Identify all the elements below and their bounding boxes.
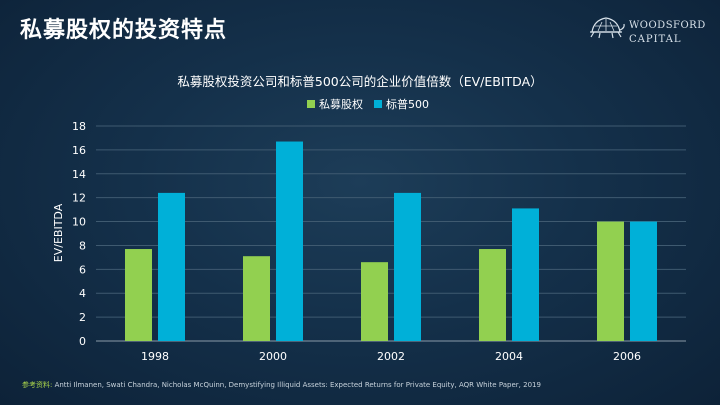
y-tick-label: 18 <box>72 120 86 133</box>
y-tick-label: 12 <box>72 192 86 205</box>
gridlines <box>96 125 686 342</box>
logo-text-line2: CAPITAL <box>629 34 682 45</box>
x-tick-label: 2006 <box>613 350 641 363</box>
company-logo: WOODSFORD CAPITAL <box>586 10 706 50</box>
legend-swatch-sp500 <box>374 100 382 108</box>
chart-title: 私募股权投资公司和标普500公司的企业价值倍数（EV/EBITDA） <box>177 74 542 89</box>
bar-sp500-2006 <box>630 221 657 341</box>
legend-label-sp500: 标普500 <box>386 97 429 111</box>
x-tick-label: 2000 <box>259 350 287 363</box>
bar-private-equity-2006 <box>597 221 624 341</box>
y-tick-label: 10 <box>72 216 86 229</box>
bar-private-equity-2004 <box>479 249 506 341</box>
y-axis-label: EV/EBITDA <box>52 203 65 262</box>
source-citation: 参考资料: Antti Ilmanen, Swati Chandra, Nich… <box>22 380 541 390</box>
legend-label-private-equity: 私募股权 <box>319 98 363 111</box>
legend: 私募股权 标普500 <box>307 97 429 111</box>
y-tick-label: 16 <box>72 144 86 157</box>
axis-labels: 0 2 4 6 8 10 12 14 16 18 1998 2000 2002 2004 2006 <box>72 120 641 363</box>
x-tick-label: 2004 <box>495 350 523 363</box>
legend-swatch-private-equity <box>307 100 315 108</box>
y-tick-label: 4 <box>79 287 86 300</box>
bar-sp500-2002 <box>394 192 421 341</box>
source-text: Antti Ilmanen, Swati Chandra, Nicholas M… <box>52 381 541 389</box>
bar-private-equity-2002 <box>361 262 388 341</box>
y-tick-label: 8 <box>79 239 86 252</box>
bar-sp500-2000 <box>276 141 303 341</box>
y-tick-label: 14 <box>72 168 86 181</box>
logo-text-line1: WOODSFORD <box>629 20 706 31</box>
bar-sp500-2004 <box>512 208 539 341</box>
slide-title: 私募股权的投资特点 <box>20 18 228 43</box>
bar-private-equity-1998 <box>125 249 152 341</box>
x-tick-label: 1998 <box>141 350 169 363</box>
y-tick-label: 0 <box>79 335 86 348</box>
bar-sp500-1998 <box>158 192 185 341</box>
turtle-logo-icon <box>590 17 625 39</box>
x-tick-label: 2002 <box>377 350 405 363</box>
source-label: 参考资料: <box>22 381 53 389</box>
y-tick-label: 6 <box>79 263 86 276</box>
y-tick-label: 2 <box>79 311 86 324</box>
bars <box>125 141 657 341</box>
bar-private-equity-2000 <box>243 256 270 341</box>
